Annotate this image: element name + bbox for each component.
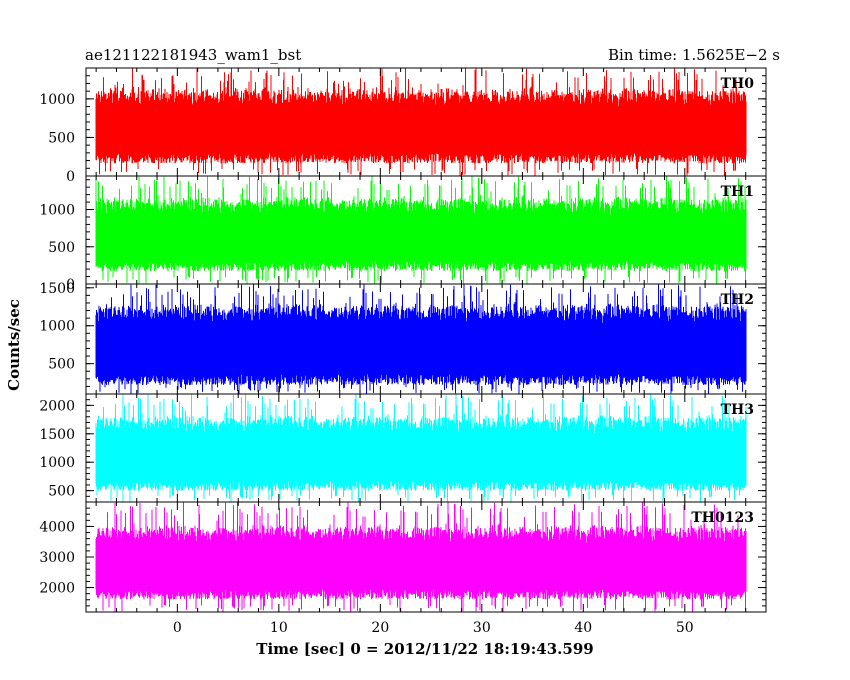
y-tick-label-th0: 0 [66,169,75,185]
y-tick-label-th2: 1000 [39,319,75,335]
x-tick-label: 30 [473,620,491,636]
y-axis-label: Counts/sec [5,299,23,391]
y-tick-label-th3: 2000 [39,398,75,414]
y-tick-label-th0123: 4000 [39,519,75,535]
panel-th3: 500 1000 1500 2000 TH3 [39,393,767,503]
series-th0123 [95,502,747,612]
y-tick-label-th0: 1000 [39,92,75,108]
y-tick-label-th1: 500 [48,240,75,256]
panels-group: 0 500 1000 TH0 0 500 1000 TH1 500 1000 1500 TH2 500 1… [39,67,767,613]
x-axis: 0 10 20 30 40 50 [173,620,694,636]
x-tick-label: 0 [173,620,182,636]
series-th1 [95,176,747,284]
y-tick-label-th1: 1000 [39,203,75,219]
panel-label-th0123: TH0123 [691,510,754,526]
panel-label-th2: TH2 [721,292,754,308]
panel-label-th3: TH3 [721,402,754,418]
x-tick-label: 50 [676,620,694,636]
y-tick-label-th0: 500 [48,130,75,146]
y-tick-label-th3: 500 [48,484,75,500]
series-th0 [95,68,747,176]
panel-th1: 0 500 1000 TH1 [39,175,767,293]
x-axis-label: Time [sec] 0 = 2012/11/22 18:19:43.599 [256,640,593,658]
bin-time-label: Bin time: 1.5625E−2 s [608,46,780,64]
panel-th0123: 2000 3000 4000 TH0123 [39,501,767,613]
y-tick-label-th0123: 3000 [39,550,75,566]
x-tick-label: 10 [270,620,288,636]
series-th3 [95,394,747,502]
y-tick-label-th2: 500 [48,357,75,373]
y-tick-label-th3: 1000 [39,455,75,471]
y-tick-label-th2: 1500 [39,281,75,297]
panel-label-th0: TH0 [721,76,755,92]
panel-th0: 0 500 1000 TH0 [39,67,767,185]
y-tick-label-th1: 0 [66,277,75,293]
panel-th2: 500 1000 1500 TH2 [39,281,767,395]
series-th2 [95,284,747,394]
y-tick-label-th3: 1500 [39,427,75,443]
y-tick-label-th0123: 2000 [39,581,75,597]
x-tick-label: 20 [371,620,389,636]
x-tick-label: 40 [574,620,592,636]
panel-label-th1: TH1 [721,184,754,200]
chart-title: ae121122181943_wam1_bst [85,46,301,64]
